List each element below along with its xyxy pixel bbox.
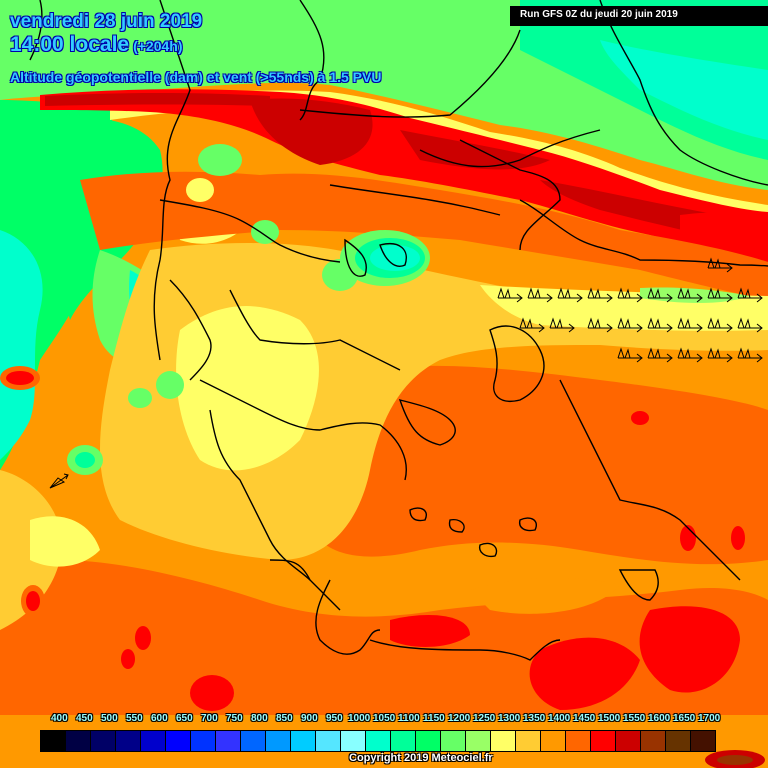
wind-barb-icon <box>527 287 553 303</box>
legend-label: 500 <box>101 713 118 724</box>
legend-label: 1350 <box>523 713 546 724</box>
legend-swatch <box>391 731 416 751</box>
forecast-time: 14:00 locale (+204h) <box>10 33 183 57</box>
color-scale-legend <box>40 730 716 752</box>
legend-label: 450 <box>76 713 93 724</box>
legend-swatch <box>691 731 715 751</box>
wind-barb-icon <box>519 317 545 333</box>
wind-barb-icon <box>647 347 673 363</box>
wind-barb-icon <box>677 287 703 303</box>
run-info-box: Run GFS 0Z du jeudi 20 juin 2019 <box>510 6 768 26</box>
legend-label: 1400 <box>548 713 571 724</box>
field-red-spots <box>0 366 765 768</box>
wind-barb-icon <box>617 287 643 303</box>
legend-swatch <box>491 731 516 751</box>
wind-barb-icon <box>647 287 673 303</box>
wind-barb-icon <box>587 287 613 303</box>
wind-barb-icon <box>737 287 763 303</box>
parameter-description: Altitude géopotentielle (dam) et vent (>… <box>10 69 382 85</box>
legend-label: 700 <box>201 713 218 724</box>
run-info-text: Run GFS 0Z du jeudi 20 juin 2019 <box>520 9 678 20</box>
forecast-time-label: 14:00 locale <box>10 33 130 56</box>
wind-barb-icon <box>647 317 673 333</box>
legend-swatch <box>441 731 466 751</box>
legend-swatch <box>416 731 441 751</box>
legend-label: 950 <box>326 713 343 724</box>
legend-swatch <box>216 731 241 751</box>
wind-barb-icon <box>737 347 763 363</box>
legend-swatch <box>341 731 366 751</box>
legend-label: 1600 <box>648 713 671 724</box>
legend-label: 400 <box>51 713 68 724</box>
legend-label: 1100 <box>398 713 420 724</box>
legend-swatch <box>566 731 591 751</box>
legend-swatch <box>466 731 491 751</box>
wind-barb-icon <box>557 287 583 303</box>
legend-label: 900 <box>301 713 318 724</box>
legend-label: 1150 <box>423 713 445 724</box>
legend-label: 650 <box>176 713 193 724</box>
wind-barb-icon <box>587 317 613 333</box>
wind-barb-isolated <box>49 473 69 489</box>
legend-swatch <box>291 731 316 751</box>
legend-swatch <box>366 731 391 751</box>
legend-label: 1000 <box>348 713 371 724</box>
wind-barb-icon <box>617 347 643 363</box>
legend-label: 1250 <box>473 713 496 724</box>
coastlines <box>29 0 768 661</box>
forecast-date: vendredi 28 juin 2019 <box>10 11 203 32</box>
legend-swatch <box>616 731 641 751</box>
legend-swatch <box>191 731 216 751</box>
legend-label: 1450 <box>573 713 596 724</box>
legend-swatch <box>166 731 191 751</box>
legend-label: 550 <box>126 713 143 724</box>
wind-barb-icon <box>549 317 575 333</box>
wind-barb-icon <box>707 287 733 303</box>
legend-swatch <box>141 731 166 751</box>
legend-swatch <box>116 731 141 751</box>
wind-barb-icon <box>497 287 523 303</box>
legend-swatch <box>66 731 91 751</box>
wind-barb-icon <box>707 347 733 363</box>
wind-barb-icon <box>707 257 733 273</box>
forecast-lead-time: (+204h) <box>133 38 183 54</box>
legend-labels: 400 450 500 550 600 650 700 750 800 850 900 950 1000… <box>40 713 730 727</box>
legend-label: 850 <box>276 713 293 724</box>
legend-swatch <box>666 731 691 751</box>
legend-label: 1050 <box>373 713 396 724</box>
legend-swatch <box>91 731 116 751</box>
legend-swatch <box>516 731 541 751</box>
legend-label: 600 <box>151 713 168 724</box>
wind-barb-icon <box>707 317 733 333</box>
legend-label: 800 <box>251 713 268 724</box>
legend-swatch <box>541 731 566 751</box>
field-red-north <box>40 89 768 262</box>
legend-label: 1300 <box>498 713 521 724</box>
legend-swatch <box>241 731 266 751</box>
field-green-blobs <box>67 144 430 475</box>
wind-barb-icon <box>737 317 763 333</box>
legend-label: 1550 <box>623 713 646 724</box>
legend-label: 750 <box>226 713 243 724</box>
legend-swatch <box>316 731 341 751</box>
wind-barb-icon <box>677 347 703 363</box>
legend-label: 1200 <box>448 713 471 724</box>
legend-swatch <box>641 731 666 751</box>
legend-swatch <box>266 731 291 751</box>
legend-swatch <box>41 731 66 751</box>
wind-barb-icon <box>677 317 703 333</box>
legend-swatch <box>591 731 616 751</box>
legend-label: 1700 <box>698 713 721 724</box>
legend-label: 1500 <box>598 713 621 724</box>
copyright-text: Copyright 2019 Meteociel.fr <box>349 752 493 764</box>
legend-label: 1650 <box>673 713 696 724</box>
field-light-orange <box>0 243 768 630</box>
wind-barb-icon <box>617 317 643 333</box>
wind-barbs <box>49 257 763 489</box>
